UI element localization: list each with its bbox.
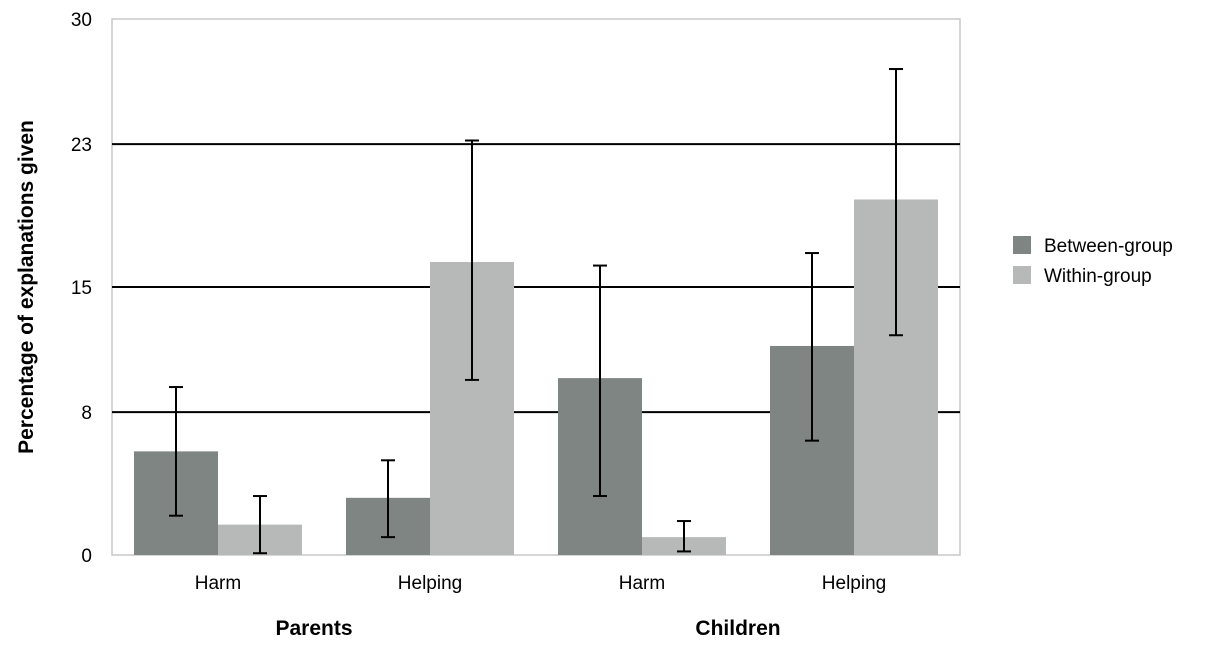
x-category-label: Helping [398,573,462,594]
y-tick-label: 15 [71,278,92,299]
y-axis-title: Percentage of explanations given [15,120,38,454]
y-tick-label: 8 [81,403,92,424]
y-tick-label: 0 [81,546,92,567]
x-group-label: Children [695,617,780,640]
y-tick-label: 23 [71,135,92,156]
legend-swatch [1013,266,1031,284]
legend-label: Between-group [1044,236,1173,257]
x-category-label: Harm [619,573,665,594]
y-tick-label: 30 [71,10,92,31]
legend-label: Within-group [1044,266,1152,287]
x-category-label: Helping [822,573,886,594]
x-group-label: Parents [275,617,352,640]
x-category-label: Harm [195,573,241,594]
legend-swatch [1013,236,1031,254]
